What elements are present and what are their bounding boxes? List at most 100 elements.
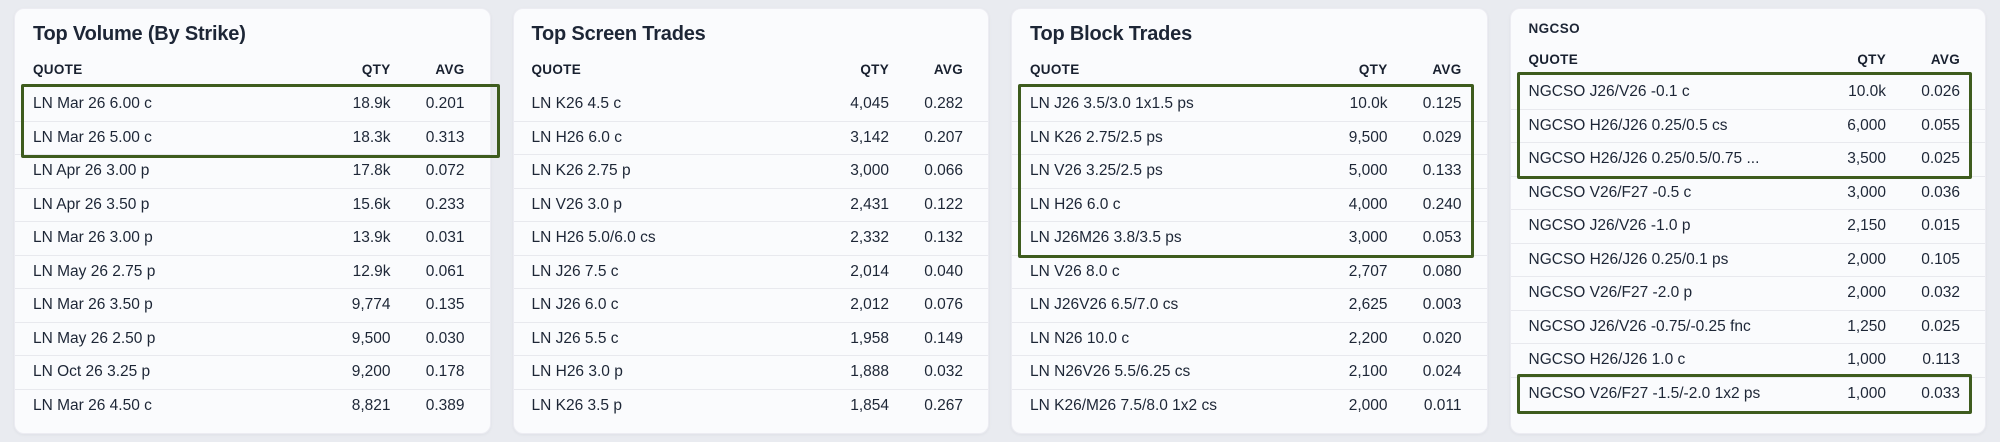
- qty-cell: 3,142: [850, 128, 889, 146]
- avg-cell: 0.025: [1921, 317, 1960, 335]
- qty-cell: 9,774: [351, 296, 391, 314]
- table-row[interactable]: LN K26 3.5 p 1,854 0.267: [513, 388, 988, 423]
- table-row[interactable]: NGCSO H26/J26 1.0 c 1,000 0.113: [1510, 343, 1985, 377]
- table-row[interactable]: LN V26 3.0 p 2,431 0.122: [513, 187, 988, 222]
- table-row[interactable]: LN Mar 26 3.50 p 9,774 0.135: [15, 288, 490, 322]
- column-header-qty: QTY: [361, 61, 391, 77]
- table-row[interactable]: LN J26 7.5 c 2,014 0.040: [513, 254, 988, 289]
- table-row[interactable]: NGCSO H26/J26 0.25/0.5 cs 6,000 0.055: [1510, 108, 1985, 143]
- avg-cell: 0.072: [425, 162, 465, 180]
- table-row[interactable]: LN Mar 26 3.00 p 13.9k 0.031: [15, 221, 490, 255]
- avg-cell: 0.080: [1422, 262, 1462, 280]
- quote-cell: NGCSO V26/F27 -2.0 p: [1528, 284, 1693, 302]
- qty-cell: 17.8k: [352, 162, 391, 180]
- avg-cell: 0.313: [425, 128, 465, 146]
- avg-cell: 0.133: [1422, 162, 1462, 180]
- table-row[interactable]: LN N26 10.0 c 2,200 0.020: [1012, 321, 1487, 356]
- quote-cell: LN Mar 26 4.50 c: [33, 396, 152, 414]
- avg-cell: 0.267: [924, 396, 963, 414]
- avg-cell: 0.029: [1422, 128, 1462, 146]
- table-row[interactable]: LN V26 3.25/2.5 ps 5,000 0.133: [1012, 154, 1487, 188]
- quote-cell: LN J26V26 6.5/7.0 cs: [1030, 296, 1179, 314]
- table-row[interactable]: LN J26M26 3.8/3.5 ps 3,000 0.053: [1012, 221, 1487, 255]
- panel-title: Top Volume (By Strike): [33, 23, 246, 45]
- table-row[interactable]: LN J26 3.5/3.0 1x1.5 ps 10.0k 0.125: [1012, 87, 1487, 121]
- panel-top-volume-by-strike: Top Volume (By Strike) QUOTE QTY AVG LN …: [14, 8, 500, 434]
- quote-cell: LN Mar 26 6.00 c: [33, 94, 152, 112]
- table-row[interactable]: LN V26 8.0 c 2,707 0.080: [1012, 254, 1487, 289]
- table-row[interactable]: LN J26 6.0 c 2,012 0.076: [513, 288, 988, 322]
- quote-cell: NGCSO V26/F27 -0.5 c: [1528, 183, 1692, 201]
- table-row[interactable]: LN Oct 26 3.25 p 9,200 0.178: [15, 355, 490, 389]
- table-row[interactable]: LN K26 2.75/2.5 ps 9,500 0.029: [1012, 120, 1487, 155]
- avg-cell: 0.282: [924, 94, 963, 112]
- column-header-avg: AVG: [933, 61, 963, 77]
- qty-cell: 10.0k: [1848, 82, 1886, 100]
- qty-cell: 4,000: [1348, 195, 1388, 213]
- table-row[interactable]: LN May 26 2.50 p 9,500 0.030: [15, 321, 490, 356]
- avg-cell: 0.030: [425, 329, 465, 347]
- panel-top-block-trades: Top Block Trades QUOTE QTY AVG LN J26 3.…: [1011, 8, 1488, 434]
- quote-cell: LN H26 5.0/6.0 cs: [531, 229, 656, 247]
- avg-cell: 0.024: [1422, 363, 1462, 381]
- qty-cell: 2,012: [850, 296, 889, 314]
- quote-cell: LN H26 3.0 p: [531, 363, 623, 381]
- table-row[interactable]: LN Apr 26 3.00 p 17.8k 0.072: [15, 154, 490, 188]
- table-row[interactable]: LN H26 6.0 c 4,000 0.240: [1012, 187, 1487, 222]
- qty-cell: 1,958: [850, 329, 889, 347]
- avg-cell: 0.113: [1922, 351, 1960, 369]
- qty-cell: 6,000: [1847, 116, 1886, 134]
- table-row[interactable]: LN May 26 2.75 p 12.9k 0.061: [15, 254, 490, 289]
- avg-cell: 0.122: [924, 195, 963, 213]
- qty-cell: 2,014: [850, 262, 889, 280]
- table-row[interactable]: NGCSO J26/V26 -0.1 c 10.0k 0.026: [1511, 75, 1986, 109]
- table-row[interactable]: NGCSO J26/V26 -1.0 p 2,150 0.015: [1510, 209, 1985, 243]
- table-row[interactable]: LN Mar 26 4.50 c 8,821 0.389: [15, 388, 490, 423]
- avg-cell: 0.389: [425, 396, 465, 414]
- table-row[interactable]: LN J26V26 6.5/7.0 cs 2,625 0.003: [1012, 288, 1487, 322]
- qty-cell: 2,000: [1847, 284, 1886, 302]
- panel-ngcso: NGCSO QUOTE QTY AVG NGCSO J26/V26 -0.1 c…: [1509, 8, 1986, 434]
- qty-cell: 3,500: [1847, 150, 1886, 168]
- table-header: QUOTE QTY AVG: [514, 59, 989, 79]
- table-row[interactable]: LN Apr 26 3.50 p 15.6k 0.233: [15, 187, 490, 222]
- avg-cell: 0.055: [1921, 116, 1960, 134]
- quote-cell: LN V26 8.0 c: [1030, 262, 1120, 280]
- table-row[interactable]: NGCSO V26/F27 -2.0 p 2,000 0.032: [1510, 276, 1985, 310]
- table-row[interactable]: LN N26V26 5.5/6.25 cs 2,100 0.024: [1012, 355, 1487, 389]
- quote-cell: LN K26 2.75/2.5 ps: [1030, 128, 1163, 146]
- qty-cell: 9,500: [351, 329, 391, 347]
- table-row[interactable]: LN K26/M26 7.5/8.0 1x2 cs 2,000 0.011: [1012, 388, 1487, 423]
- table-row[interactable]: LN Mar 26 5.00 c 18.3k 0.313: [15, 120, 490, 155]
- table-row[interactable]: NGCSO V26/F27 -1.5/-2.0 1x2 ps 1,000 0.033: [1510, 376, 1985, 411]
- table-row[interactable]: LN J26 5.5 c 1,958 0.149: [513, 321, 988, 356]
- table-row[interactable]: LN H26 3.0 p 1,888 0.032: [513, 355, 988, 389]
- qty-cell: 2,332: [850, 229, 889, 247]
- table-row[interactable]: NGCSO V26/F27 -0.5 c 3,000 0.036: [1510, 175, 1985, 210]
- avg-cell: 0.040: [924, 262, 963, 280]
- quote-cell: LN K26 2.75 p: [531, 162, 631, 180]
- table-row[interactable]: LN H26 6.0 c 3,142 0.207: [513, 120, 988, 155]
- qty-cell: 13.9k: [352, 229, 391, 247]
- table-row[interactable]: NGCSO H26/J26 0.25/0.1 ps 2,000 0.105: [1510, 242, 1985, 277]
- qty-cell: 2,100: [1348, 363, 1388, 381]
- qty-cell: 9,200: [351, 363, 391, 381]
- qty-cell: 12.9k: [352, 262, 391, 280]
- quote-cell: LN N26V26 5.5/6.25 cs: [1030, 363, 1191, 381]
- table-row[interactable]: NGCSO J26/V26 -0.75/-0.25 fnc 1,250 0.025: [1510, 309, 1985, 344]
- avg-cell: 0.033: [1921, 384, 1960, 402]
- table-row[interactable]: LN K26 4.5 c 4,045 0.282: [514, 87, 989, 121]
- qty-cell: 2,000: [1847, 250, 1886, 268]
- quote-cell: NGCSO V26/F27 -1.5/-2.0 1x2 ps: [1528, 384, 1761, 402]
- table-row[interactable]: LN K26 2.75 p 3,000 0.066: [513, 154, 988, 188]
- avg-cell: 0.178: [425, 363, 465, 381]
- table-row[interactable]: NGCSO H26/J26 0.25/0.5/0.75 ... 3,500 0.02…: [1510, 142, 1985, 176]
- quote-cell: NGCSO J26/V26 -0.75/-0.25 fnc: [1528, 317, 1751, 335]
- quote-cell: LN Mar 26 3.50 p: [33, 296, 153, 314]
- table-row[interactable]: LN H26 5.0/6.0 cs 2,332 0.132: [513, 221, 988, 255]
- table-row[interactable]: LN Mar 26 6.00 c 18.9k 0.201: [15, 87, 490, 121]
- quote-cell: LN J26 7.5 c: [531, 262, 619, 280]
- column-header-quote: QUOTE: [531, 61, 582, 77]
- quote-cell: LN J26M26 3.8/3.5 ps: [1030, 229, 1182, 247]
- avg-cell: 0.135: [425, 296, 465, 314]
